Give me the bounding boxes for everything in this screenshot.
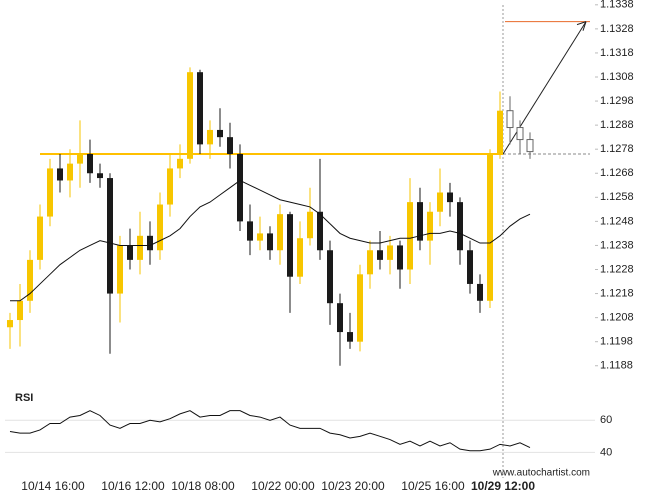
candle-body: [67, 163, 73, 181]
candle-body: [27, 259, 33, 301]
x-tick-label: 10/14 16:00: [21, 479, 85, 493]
candle-body: [237, 154, 243, 222]
candle-body: [457, 202, 463, 251]
candle-body: [497, 110, 503, 154]
candle-body: [427, 211, 433, 241]
candle-body: [307, 211, 313, 239]
candle-body: [397, 245, 403, 270]
candle-body: [487, 154, 493, 301]
y-tick-label: 1.1188: [600, 360, 633, 372]
candle-body: [267, 233, 273, 251]
candle-body: [17, 300, 23, 321]
y-tick-label: 1.1268: [600, 167, 634, 179]
candle-body: [357, 274, 363, 342]
x-tick-label: 10/23 20:00: [321, 479, 385, 493]
candle-body: [157, 204, 163, 251]
x-tick-label: 10/22 00:00: [251, 479, 315, 493]
y-tick-label: 1.1198: [600, 336, 633, 348]
arrow-head: [576, 21, 587, 31]
y-tick-label: 1.1228: [600, 263, 634, 275]
y-tick-label: 1.1318: [600, 47, 634, 59]
rsi-tick-label: 60: [600, 414, 612, 426]
y-tick-label: 1.1328: [600, 23, 634, 35]
candle-body: [107, 178, 113, 294]
candle-body: [516, 127, 524, 141]
candle-body: [417, 202, 423, 241]
y-tick-label: 1.1258: [600, 191, 634, 203]
candle-body: [337, 303, 343, 333]
candle-body: [467, 250, 473, 284]
y-tick-label: 1.1248: [600, 215, 634, 227]
candle-body: [447, 192, 453, 203]
candle-body: [197, 72, 203, 145]
candle-body: [147, 235, 153, 251]
candle-body: [387, 245, 393, 260]
moving-average: [10, 179, 531, 302]
candle-body: [207, 129, 213, 145]
candle-body: [87, 154, 93, 174]
candle-body: [7, 320, 13, 328]
y-tick-label: 1.1298: [600, 95, 634, 107]
candle-body: [217, 129, 223, 138]
y-tick-label: 1.1338: [600, 0, 634, 11]
y-tick-label: 1.1288: [600, 119, 634, 131]
candle-body: [37, 216, 43, 260]
candle-body: [97, 173, 103, 179]
candle-body: [77, 154, 83, 164]
rsi-title: RSI: [15, 392, 33, 404]
y-tick-label: 1.1208: [600, 312, 634, 324]
candle-body: [247, 221, 253, 241]
candle-body: [187, 72, 193, 159]
candle-body: [287, 214, 293, 277]
y-tick-label: 1.1308: [600, 71, 634, 83]
y-tick-label: 1.1278: [600, 143, 634, 155]
candle-body: [407, 202, 413, 270]
candle-body: [477, 283, 483, 301]
candle-body: [177, 158, 183, 169]
candle-body: [367, 250, 373, 275]
candle-body: [327, 250, 333, 304]
candle-body: [437, 192, 443, 212]
candle-body: [57, 168, 63, 181]
x-tick-label: 10/18 08:00: [171, 479, 235, 493]
candle-body: [277, 214, 283, 251]
candle-body: [137, 235, 143, 260]
candle-body: [47, 168, 53, 217]
candle-body: [257, 233, 263, 241]
x-tick-label: 10/16 12:00: [101, 479, 165, 493]
candle-body: [227, 137, 233, 154]
rsi-tick-label: 40: [600, 446, 612, 458]
x-tick-label: 10/29 12:00: [471, 479, 535, 493]
candle-body: [117, 245, 123, 294]
candle-body: [297, 238, 303, 277]
candle-body: [526, 139, 534, 153]
candle-body: [167, 168, 173, 205]
candle-body: [377, 250, 383, 260]
y-tick-label: 1.1238: [600, 239, 634, 251]
candle-body: [347, 332, 353, 342]
watermark: www.autochartist.com: [492, 468, 590, 479]
candle-body: [506, 110, 514, 129]
y-tick-label: 1.1218: [600, 287, 634, 299]
x-tick-label: 10/25 16:00: [401, 479, 465, 493]
forecast-arrow: [502, 21, 587, 155]
candle-body: [317, 211, 323, 251]
rsi-line: [9, 410, 531, 452]
candle-body: [127, 245, 133, 260]
